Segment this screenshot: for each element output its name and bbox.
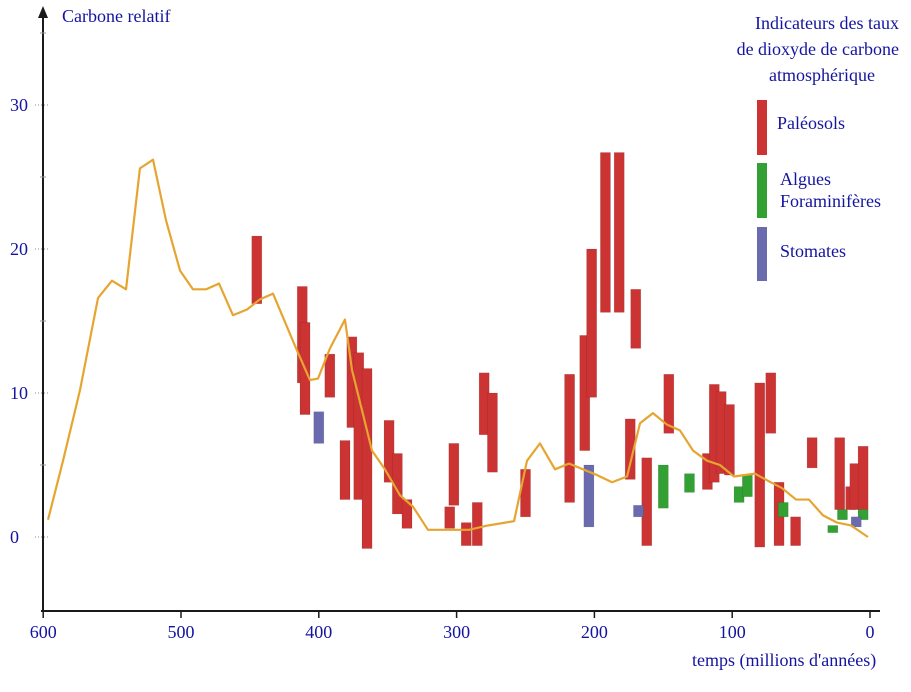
bar-paleosols [564, 373, 575, 503]
bar-algues [742, 474, 753, 497]
bar-paleosols [600, 152, 611, 313]
bar-paleosols [586, 248, 597, 398]
x-tick-label: 400 [305, 622, 332, 642]
bar-paleosols [663, 373, 675, 434]
bar-algues [857, 509, 869, 521]
bar-paleosols [324, 353, 336, 398]
legend-title-line: Indicateurs des taux [755, 13, 899, 33]
bar-paleosols [765, 372, 777, 434]
bar-paleosols [520, 469, 531, 518]
bar-algues [827, 525, 839, 533]
y-tick-label: 10 [10, 383, 28, 403]
bar-algues [657, 464, 669, 509]
y-tick-label: 0 [10, 527, 19, 547]
bar-paleosols [806, 437, 818, 469]
legend-label-algues: Algues [780, 169, 831, 189]
bar-paleosols [724, 404, 735, 476]
bar-paleosols [339, 440, 351, 500]
bar-paleosols [444, 506, 456, 529]
bar-paleosols [448, 443, 460, 506]
bar-paleosols [624, 418, 636, 480]
legend-swatch-stomates [757, 227, 767, 281]
bar-algues [684, 473, 695, 493]
legend-title-line: atmosphérique [769, 65, 875, 85]
legend-swatch-paleosols [757, 100, 767, 155]
model-line [46, 158, 869, 538]
bar-paleosols [471, 502, 483, 546]
bar-paleosols [857, 445, 869, 510]
bar-stomates [313, 411, 325, 444]
bar-paleosols [834, 437, 846, 510]
bar-algues [837, 509, 848, 521]
bar-paleosols [251, 235, 263, 305]
bar-paleosols [361, 368, 373, 549]
bar-stomates [633, 505, 644, 518]
x-axis-label: temps (millions d'années) [692, 650, 877, 670]
bar-paleosols [487, 392, 498, 473]
legend-label-paleosols: Paléosols [777, 113, 846, 133]
bar-paleosols [754, 382, 766, 548]
y-axis-label: Carbone relatif [62, 6, 171, 26]
y-tick-label: 20 [10, 239, 28, 259]
x-tick-label: 500 [168, 622, 195, 642]
x-tick-label: 0 [866, 622, 875, 642]
bar-paleosols [460, 522, 472, 546]
legend-label-stomates: Stomates [780, 241, 846, 261]
x-tick-label: 300 [443, 622, 470, 642]
y-tick-label: 30 [10, 95, 28, 115]
y-axis-arrow [38, 6, 48, 18]
bar-algues [777, 502, 789, 518]
legend-label-foraminiferes: Foraminifères [780, 191, 881, 211]
legend-title: Indicateurs des taux de dioxyde de carbo… [737, 10, 899, 88]
x-tick-label: 100 [719, 622, 746, 642]
bar-stomates [850, 516, 862, 528]
bar-paleosols [383, 420, 395, 483]
bar-paleosols [641, 457, 653, 546]
legend-title-line: de dioxyde de carbone [736, 39, 899, 59]
x-tick-label: 600 [30, 622, 57, 642]
bar-stomates [583, 464, 595, 528]
legend-swatch-algues [757, 163, 767, 218]
bar-paleosols [790, 516, 801, 546]
x-tick-label: 200 [581, 622, 608, 642]
bar-paleosols [401, 499, 413, 529]
bar-paleosols [630, 289, 642, 349]
bar-paleosols [613, 152, 625, 313]
